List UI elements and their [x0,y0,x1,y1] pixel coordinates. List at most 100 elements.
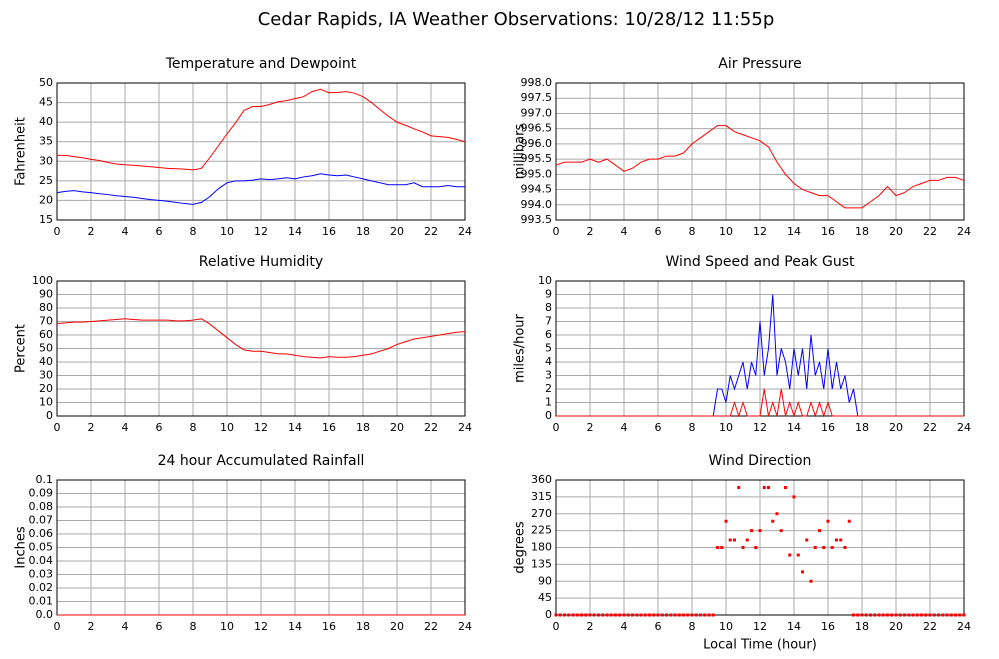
y-tick-label: 995.5 [521,152,553,165]
x-tick-label: 0 [54,225,61,238]
x-tick-label: 8 [190,225,197,238]
data-point [839,538,843,542]
x-tick-label: 12 [753,620,767,633]
data-point [575,613,579,617]
y-tick-label: 6 [545,328,552,341]
x-tick-label: 8 [190,421,197,434]
y-tick-label: 30 [39,369,53,382]
data-line [56,318,466,359]
x-tick-label: 8 [689,421,696,434]
plot-frame [56,280,466,417]
data-point [733,538,736,542]
data-point [745,538,749,542]
data-point [945,613,949,617]
data-point [580,613,583,617]
x-tick-label: 16 [821,225,835,238]
x-tick-label: 18 [855,225,869,238]
data-point [886,613,889,617]
y-tick-label: 5 [545,342,552,355]
data-point [864,613,868,617]
x-tick-label: 22 [424,225,438,238]
x-tick-label: 14 [787,421,801,434]
x-tick-label: 14 [288,225,302,238]
data-point [843,546,847,549]
x-tick-label: 20 [889,421,903,434]
data-point [779,529,783,533]
plot-frame [555,82,965,221]
y-tick-label: 50 [39,342,53,355]
x-tick-label: 24 [458,620,472,633]
x-tick-label: 14 [288,620,302,633]
x-tick-label: 0 [553,620,560,633]
x-tick-label: 18 [855,421,869,434]
data-point [915,613,919,617]
data-point [622,613,626,617]
x-tick-label: 2 [88,225,95,238]
x-tick-label: 2 [88,421,95,434]
x-tick-label: 18 [855,620,869,633]
x-tick-label: 20 [390,225,404,238]
y-tick-label: 60 [39,328,53,341]
data-point [788,553,792,557]
y-tick-label: 360 [531,473,552,486]
y-tick-label: 0.09 [29,487,54,500]
data-point [856,613,860,617]
x-tick-label: 0 [54,620,61,633]
data-point [631,613,634,617]
data-point [809,579,813,583]
data-point [558,613,562,617]
y-tick-label: 0 [545,409,552,422]
x-tick-label: 20 [889,225,903,238]
chart-title: Temperature and Dewpoint [165,56,357,72]
x-tick-label: 16 [322,421,336,434]
y-tick-label: 0 [46,409,53,422]
y-tick-label: 996.5 [521,122,553,135]
x-tick-label: 16 [821,620,835,633]
y-axis-label: miles/hour [513,313,528,382]
y-tick-label: 1 [545,396,552,409]
data-point [648,613,651,617]
y-tick-label: 4 [545,355,552,368]
y-tick-label: 25 [39,174,53,187]
y-tick-label: 0.01 [29,595,54,608]
x-tick-label: 6 [655,620,662,633]
data-point [932,613,936,617]
y-tick-label: 45 [39,96,53,109]
y-tick-label: 45 [538,591,552,604]
data-line [555,125,965,209]
y-tick-label: 997.5 [521,91,553,104]
data-point [584,613,588,617]
data-point [907,613,911,617]
data-point [554,613,558,617]
data-point [852,613,855,617]
data-point [567,613,571,617]
x-tick-label: 10 [719,225,733,238]
x-tick-label: 16 [821,421,835,434]
x-tick-label: 6 [156,620,163,633]
x-tick-label: 12 [753,421,767,434]
x-tick-label: 12 [254,421,268,434]
y-tick-label: 35 [39,135,53,148]
data-point [928,613,932,617]
x-tick-label: 8 [190,620,197,633]
x-tick-label: 10 [220,225,234,238]
data-point [635,613,639,617]
data-point [805,538,809,542]
x-tick-label: 20 [390,620,404,633]
data-point [626,613,630,617]
y-tick-label: 70 [39,315,53,328]
y-tick-label: 0.05 [29,541,54,554]
data-point [656,613,660,617]
y-tick-label: 0.06 [29,527,54,540]
y-tick-label: 0.08 [29,500,54,513]
y-tick-label: 270 [531,507,552,520]
data-point [711,613,715,617]
data-point [660,613,664,617]
y-tick-label: 90 [39,288,53,301]
x-tick-label: 2 [88,620,95,633]
x-tick-label: 6 [156,225,163,238]
x-tick-label: 2 [587,620,594,633]
data-point [639,613,643,617]
x-tick-label: 18 [356,421,370,434]
y-tick-label: 180 [531,541,552,554]
